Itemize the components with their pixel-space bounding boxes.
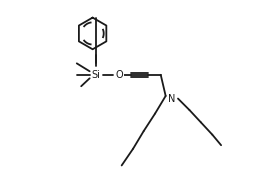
- Text: Si: Si: [92, 70, 101, 80]
- Text: O: O: [115, 70, 123, 80]
- Text: N: N: [168, 94, 175, 103]
